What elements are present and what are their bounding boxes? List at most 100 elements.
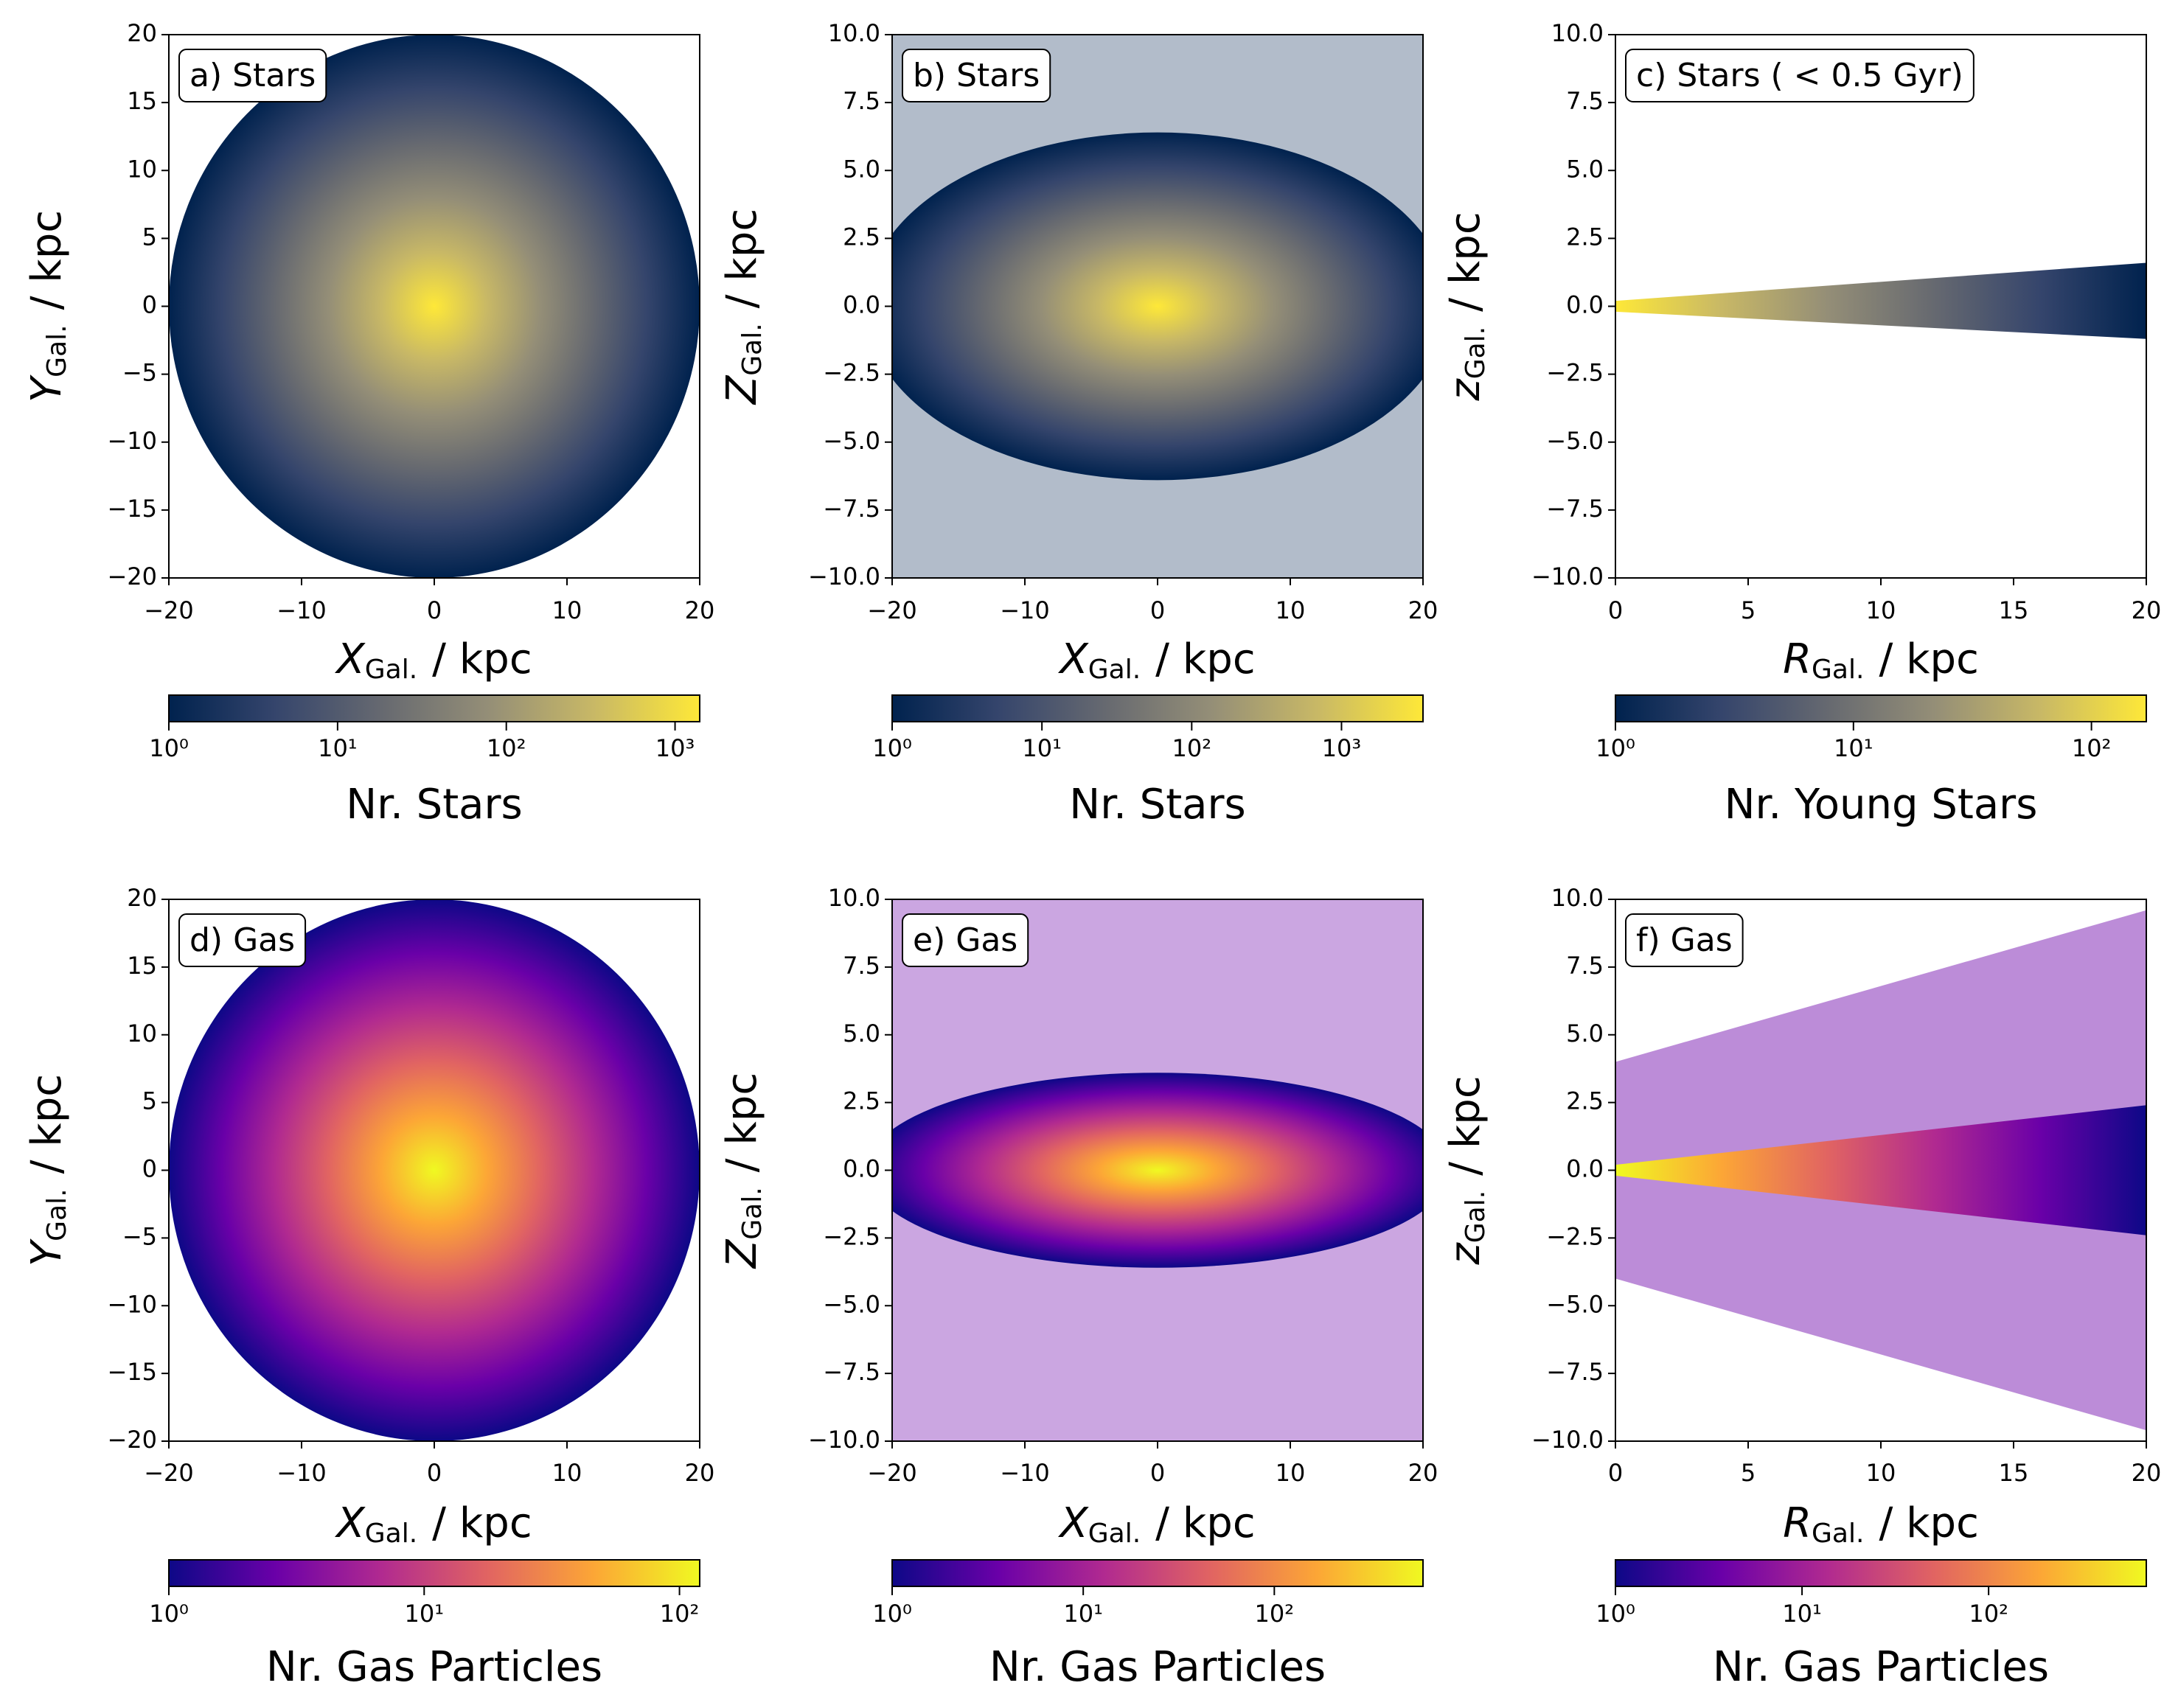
y-tick-label: −2.5 — [1546, 1222, 1604, 1250]
y-tick-label: −5 — [122, 1222, 157, 1250]
axis-unit: / kpc — [1441, 1076, 1489, 1175]
y-tick-label: 0 — [142, 291, 157, 319]
y-tick-label: −7.5 — [823, 1358, 880, 1386]
y-tick-label: 10.0 — [1551, 19, 1604, 47]
x-tick-label: 20 — [1408, 1459, 1438, 1487]
colorbar-tick-label: 10⁰ — [872, 1600, 912, 1628]
colorbar-tick-label: 10⁰ — [149, 734, 189, 762]
axis-subscript: Gal. — [1812, 1519, 1864, 1549]
y-tick-label: 10 — [127, 155, 157, 183]
colorbar-label: Nr. Gas Particles — [989, 1643, 1326, 1691]
axis-subscript: Gal. — [1088, 1519, 1141, 1549]
axis-symbol: X — [1057, 1499, 1089, 1547]
panel-label-box — [178, 913, 307, 967]
colorbar-tick-label: 10² — [1172, 734, 1212, 762]
density-image — [892, 35, 1423, 578]
y-tick-label: −10 — [107, 1290, 157, 1318]
axis-symbol: R — [1783, 1499, 1812, 1547]
colorbar-label: Nr. Gas Particles — [1713, 1643, 2049, 1691]
axis-unit: / kpc — [1879, 1499, 1978, 1547]
y-tick-label: 7.5 — [843, 952, 880, 980]
density-wedge — [1615, 262, 2146, 339]
ylabel: YGal. / kpc — [23, 1074, 72, 1266]
y-tick-label: 5.0 — [1566, 155, 1604, 183]
y-tick-label: −20 — [107, 1426, 157, 1454]
y-tick-label: 10.0 — [828, 884, 880, 912]
axis-unit: / kpc — [1879, 635, 1978, 683]
x-tick-label: 0 — [1150, 596, 1165, 624]
density-wedge — [1615, 1105, 2146, 1235]
colorbar-tick-label: 10² — [1969, 1600, 2008, 1628]
axis-subscript: Gal. — [1812, 655, 1864, 685]
y-tick-label: −10.0 — [808, 1426, 880, 1454]
colorbar-tick-label: 10¹ — [1782, 1600, 1822, 1628]
y-tick-label: 20 — [127, 19, 157, 47]
density-image — [892, 899, 1423, 1441]
colorbar — [891, 1559, 1424, 1587]
y-tick-label: −10 — [107, 427, 157, 455]
y-tick-label: 5 — [142, 1087, 157, 1115]
density-disc — [169, 899, 700, 1441]
x-tick-label: 0 — [1608, 596, 1623, 624]
x-tick-label: 10 — [1276, 1459, 1306, 1487]
colorbar-tick-label: 10¹ — [405, 1600, 445, 1628]
panel-label-box — [902, 913, 1029, 967]
y-tick-label: −15 — [107, 1358, 157, 1386]
x-tick-label: 5 — [1741, 1459, 1756, 1487]
colorbar-tick-label: 10¹ — [318, 734, 358, 762]
x-tick-label: 10 — [552, 596, 582, 624]
y-tick-label: 5.0 — [843, 155, 880, 183]
axis-subscript: Gal. — [737, 1187, 768, 1239]
colorbar-tick-label: 10² — [1255, 1600, 1295, 1628]
x-tick-label: 0 — [1608, 1459, 1623, 1487]
xlabel: XGal. / kpc — [334, 1499, 532, 1549]
density-image — [169, 899, 700, 1441]
colorbar — [1615, 1559, 2147, 1587]
axis-unit: / kpc — [23, 1074, 71, 1174]
y-tick-label: −2.5 — [823, 1222, 880, 1250]
panel-label-box — [902, 49, 1051, 102]
colorbar-tick-label: 10² — [487, 734, 526, 762]
y-tick-label: −5.0 — [1546, 1290, 1604, 1318]
panel-label: a) Stars — [189, 57, 316, 94]
panel-label: c) Stars ( < 0.5 Gyr) — [1636, 57, 1963, 94]
y-tick-label: 2.5 — [1566, 1087, 1604, 1115]
y-tick-label: −7.5 — [1546, 495, 1604, 523]
x-tick-label: −20 — [144, 596, 194, 624]
colorbar-tick-label: 10¹ — [1834, 734, 1873, 762]
axis-unit: / kpc — [23, 210, 71, 310]
x-tick-label: −10 — [1000, 1459, 1050, 1487]
xlabel: RGal. / kpc — [1783, 635, 1979, 685]
y-tick-label: 5 — [142, 223, 157, 251]
y-tick-label: 7.5 — [1566, 952, 1604, 980]
y-tick-label: 10 — [127, 1019, 157, 1048]
axis-subscript: Gal. — [1461, 1191, 1491, 1243]
x-tick-label: 10 — [1866, 596, 1896, 624]
colorbar — [1615, 694, 2147, 722]
y-tick-label: 5.0 — [1566, 1019, 1604, 1048]
panel-label: d) Gas — [189, 921, 295, 959]
x-tick-label: 5 — [1741, 596, 1756, 624]
y-tick-label: 2.5 — [843, 1087, 880, 1115]
y-tick-label: 7.5 — [843, 87, 880, 115]
y-tick-label: −5.0 — [823, 427, 880, 455]
y-tick-label: 0.0 — [843, 291, 880, 319]
axis-unit: / kpc — [1155, 1499, 1255, 1547]
axis-subscript: Gal. — [42, 1188, 72, 1241]
axis-unit: / kpc — [718, 209, 766, 308]
axis-symbol: Z — [718, 374, 766, 405]
y-tick-label: −2.5 — [1546, 359, 1604, 387]
axis-symbol: Z — [718, 1238, 766, 1269]
axis-symbol: X — [334, 1499, 366, 1547]
ylabel: ZGal. / kpc — [718, 209, 768, 405]
colorbar-label: Nr. Gas Particles — [266, 1643, 602, 1691]
density-bulge — [892, 1073, 1423, 1268]
axis-symbol: z — [1441, 1242, 1489, 1266]
x-tick-label: 15 — [1999, 596, 2029, 624]
y-tick-label: 20 — [127, 884, 157, 912]
x-tick-label: −10 — [1000, 596, 1050, 624]
panel-label-box — [1625, 49, 1975, 102]
y-tick-label: 15 — [127, 952, 157, 980]
ylabel: zGal. / kpc — [1441, 1076, 1491, 1265]
x-tick-label: 0 — [1150, 1459, 1165, 1487]
